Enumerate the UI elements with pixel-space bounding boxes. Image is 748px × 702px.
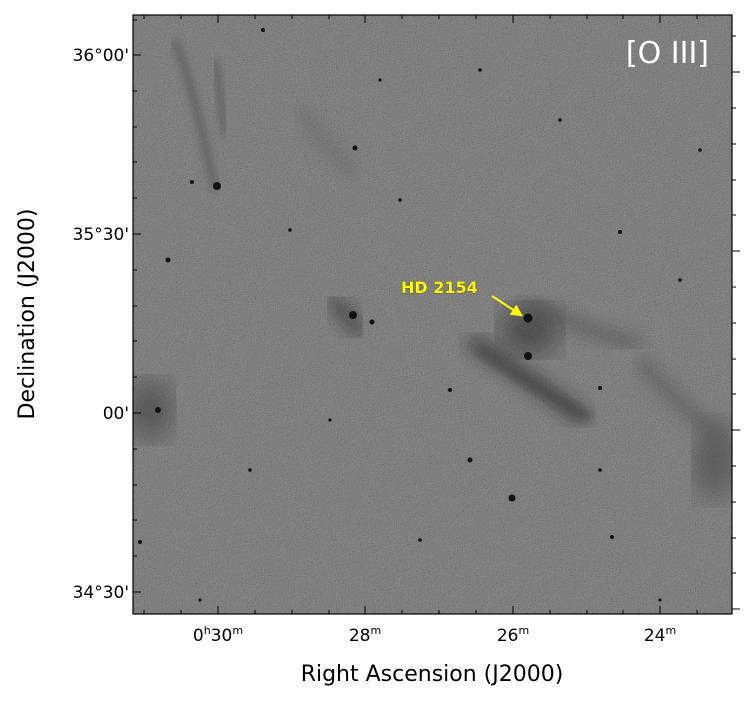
stars	[138, 28, 702, 602]
x-tick-label: 26m	[497, 624, 529, 646]
nebula-filaments	[133, 38, 732, 500]
x-ticks	[143, 15, 698, 614]
x-tick-labels: 0h30m 28m 26m 24m	[193, 624, 676, 646]
filter-label: [O III]	[626, 36, 709, 71]
star-annotation: HD 2154	[401, 278, 524, 317]
x-axis-title: Right Ascension (J2000)	[301, 662, 564, 687]
sky-image	[133, 15, 732, 614]
x-tick-label: 0h30m	[193, 624, 243, 646]
annotation-arrow	[491, 295, 524, 317]
y-tick-labels: 36°00' 35°30' 00' 34°30'	[73, 46, 129, 603]
plot-frame	[132, 14, 733, 615]
annotation-label: HD 2154	[401, 278, 478, 297]
y-tick-label: 36°00'	[73, 46, 129, 66]
x-tick-label: 24m	[644, 624, 676, 646]
y-tick-label: 34°30'	[73, 583, 129, 603]
y-tick-label: 35°30'	[73, 225, 129, 245]
x-tick-label: 28m	[349, 624, 381, 646]
y-ticks	[133, 19, 740, 610]
y-tick-label: 00'	[103, 404, 129, 424]
y-axis-title: Declination (J2000)	[15, 209, 40, 420]
